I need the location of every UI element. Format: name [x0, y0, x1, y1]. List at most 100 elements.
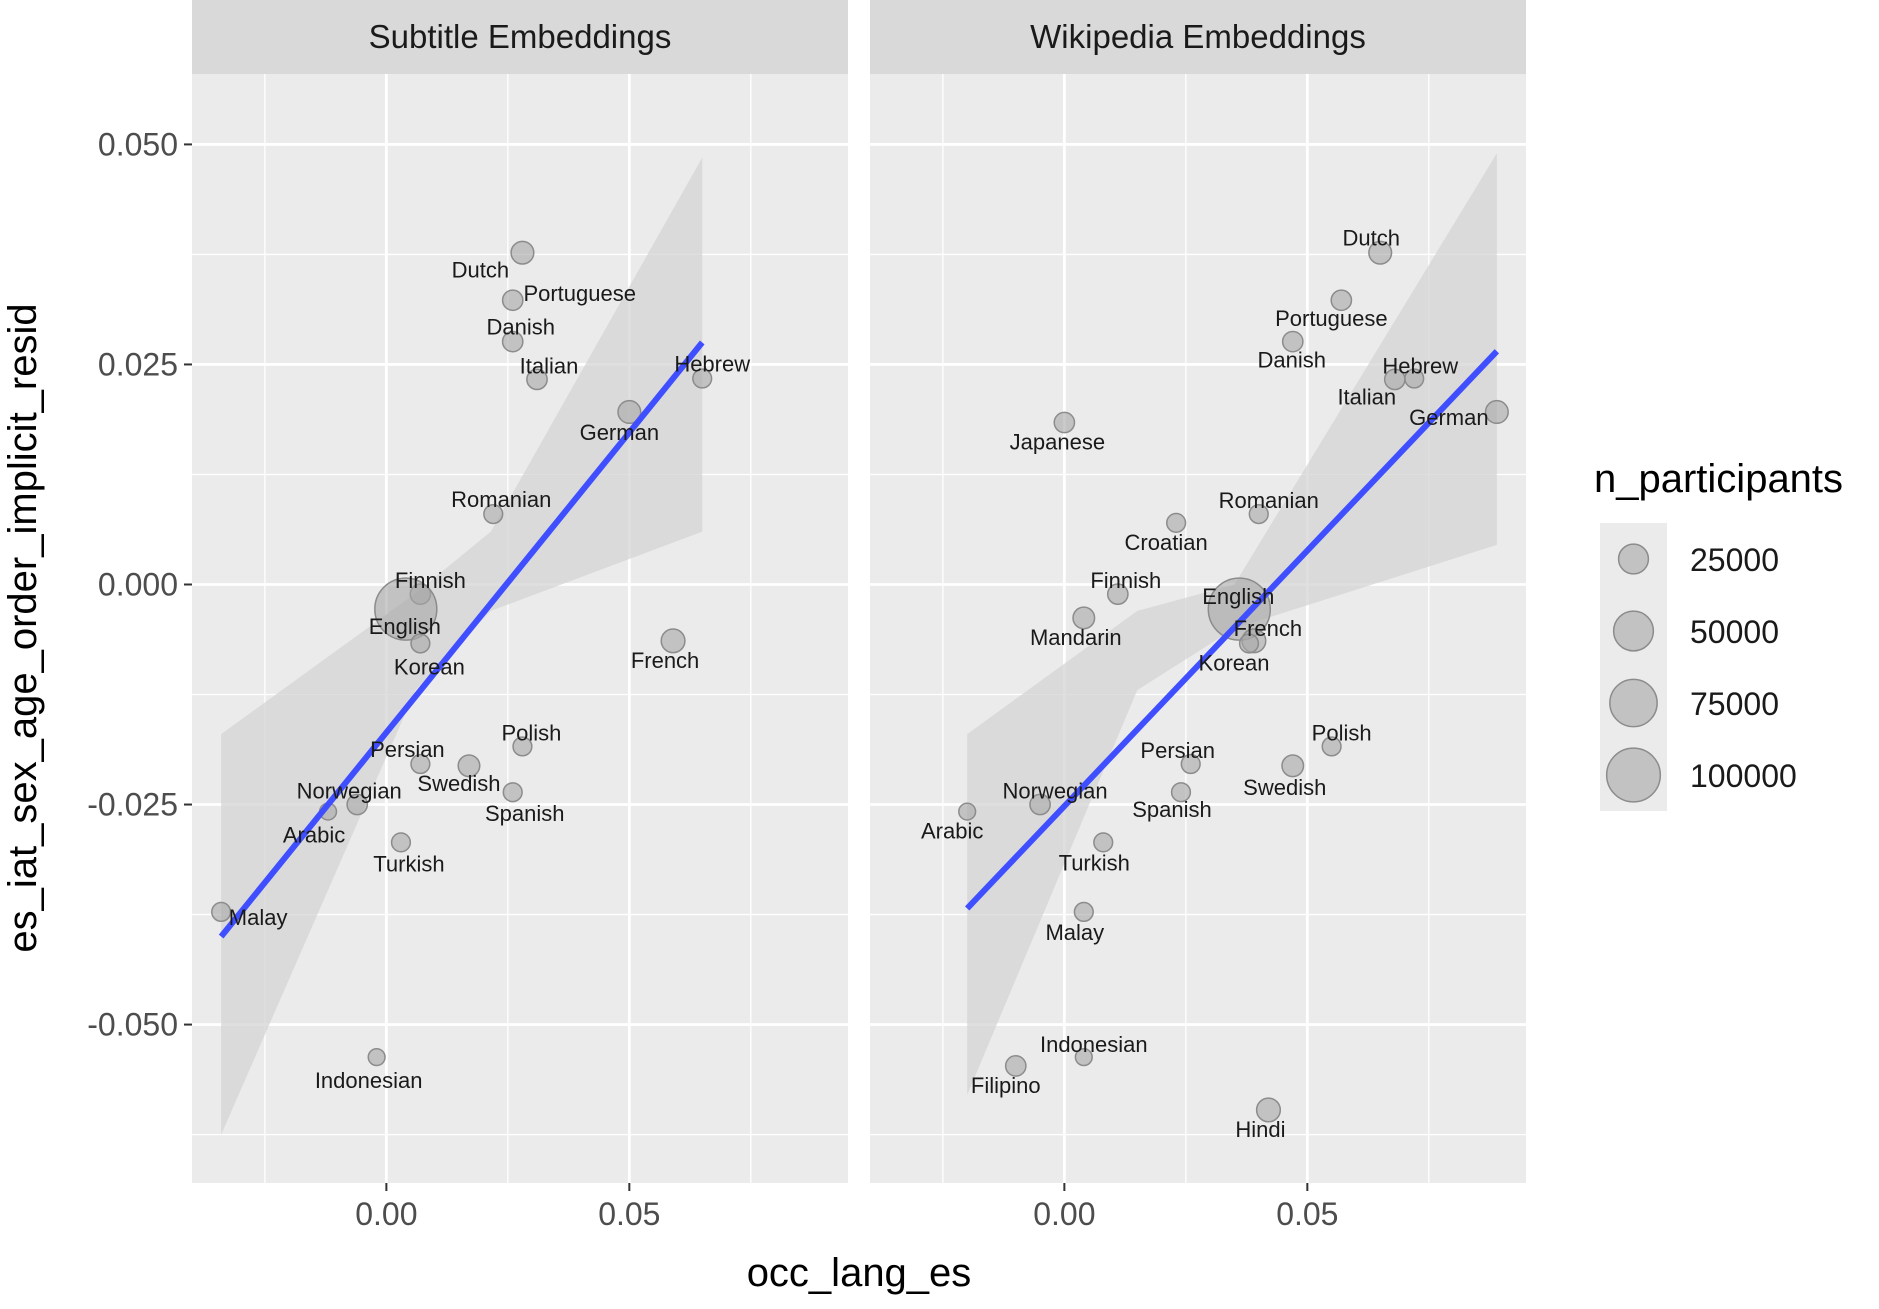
x-tick-label: 0.00 [1033, 1196, 1095, 1232]
regression-line [965, 349, 1500, 911]
point-label: Spanish [1132, 797, 1212, 822]
legend: n_participants 25000 50000 75000 100000 [1594, 457, 1843, 811]
data-point [1180, 753, 1201, 775]
point-label: Indonesian [315, 1068, 423, 1093]
data-point [501, 330, 524, 353]
point-label: Romanian [1219, 488, 1319, 513]
point-label: Finnish [1090, 568, 1161, 593]
data-point [1281, 754, 1305, 778]
point-label: Persian [370, 737, 445, 762]
point-label: English [1202, 584, 1274, 609]
legend-symbol [1617, 543, 1650, 575]
data-point [660, 628, 686, 654]
point-label: Croatian [1125, 530, 1208, 555]
point-label: Swedish [417, 771, 500, 796]
data-point [1170, 782, 1192, 803]
x-axis-title: occ_lang_es [747, 1251, 972, 1295]
point-label: Danish [1258, 348, 1326, 373]
panel-strip [192, 0, 848, 74]
point-label: French [631, 648, 699, 673]
data-point [1321, 736, 1342, 757]
data-point [1248, 503, 1269, 525]
panel-1: Subtitle Embeddings Dutch Portuguese Danish… [192, 0, 848, 1232]
y-tick-label: -0.025 [87, 787, 178, 823]
data-point [1106, 583, 1129, 606]
panel-title: Subtitle Embeddings [369, 18, 672, 55]
data-point [211, 901, 232, 923]
data-point [457, 754, 481, 778]
data-point [510, 240, 535, 265]
point-label: French [1234, 616, 1302, 641]
data-point [390, 832, 412, 853]
point-label: Norwegian [1002, 779, 1107, 804]
point-label: Finnish [395, 568, 466, 593]
legend-title: n_participants [1594, 457, 1843, 501]
x-tick-label: 0.00 [355, 1196, 417, 1232]
point-label: Swedish [1243, 775, 1326, 800]
point-label: Turkish [373, 851, 444, 876]
point-label: Persian [1140, 738, 1215, 763]
data-point [958, 802, 977, 821]
point-label: Malay [229, 905, 288, 930]
legend-label: 100000 [1690, 758, 1797, 794]
point-label: Hindi [1235, 1117, 1285, 1142]
panel-title: Wikipedia Embeddings [1030, 18, 1366, 55]
point-label: Korean [1199, 650, 1270, 675]
data-point [1238, 633, 1260, 654]
point-label: Indonesian [1040, 1032, 1148, 1057]
y-tick-label: 0.025 [98, 346, 178, 382]
data-point [617, 399, 642, 425]
data-point [512, 736, 533, 757]
point-label: Hebrew [1382, 354, 1458, 379]
data-point [501, 289, 524, 312]
point-label: Arabic [283, 823, 345, 848]
data-point [1207, 577, 1272, 641]
point-label: Hebrew [674, 352, 750, 377]
point-label: Malay [1045, 920, 1104, 945]
y-axis-title: es_iat_sex_age_order_implicit_resid [1, 303, 45, 952]
legend-label: 75000 [1690, 686, 1779, 722]
data-point [410, 753, 431, 775]
data-point [1166, 512, 1187, 534]
point-label: Portuguese [523, 281, 636, 306]
y-tick-label: 0.000 [98, 566, 178, 602]
data-point [526, 368, 548, 391]
data-point [1073, 901, 1094, 923]
legend-symbol [1609, 678, 1658, 728]
data-point [1255, 1097, 1282, 1123]
legend-symbol [1612, 610, 1655, 652]
point-label: German [580, 420, 659, 445]
point-label: Danish [486, 315, 554, 340]
point-label: Polish [1312, 720, 1372, 745]
data-point [1029, 793, 1051, 816]
data-point [1330, 289, 1353, 312]
data-point [1093, 832, 1114, 853]
panel-strip [870, 0, 1526, 74]
point-label: Turkish [1059, 850, 1130, 875]
point-label: Polish [501, 720, 561, 745]
legend-label: 50000 [1690, 614, 1779, 650]
point-label: Italian [520, 353, 579, 378]
point-label: Mandarin [1030, 625, 1122, 650]
point-label: Japanese [1010, 430, 1105, 455]
legend-label: 25000 [1690, 542, 1779, 578]
data-point [1004, 1055, 1027, 1077]
point-label: Portuguese [1275, 306, 1388, 331]
data-point [1383, 368, 1406, 391]
data-point [1053, 411, 1076, 434]
point-label: Dutch [1342, 226, 1399, 251]
data-point [1074, 1048, 1093, 1067]
confidence-ribbon [221, 157, 703, 1135]
data-point [1368, 240, 1393, 265]
data-point [410, 633, 431, 654]
data-point [1281, 330, 1304, 353]
point-label: German [1409, 405, 1488, 430]
point-label: Romanian [451, 487, 551, 512]
point-label: Norwegian [297, 779, 402, 804]
point-label: Spanish [485, 801, 565, 826]
data-point [692, 368, 713, 389]
legend-symbol [1605, 747, 1662, 803]
data-point [374, 577, 438, 641]
